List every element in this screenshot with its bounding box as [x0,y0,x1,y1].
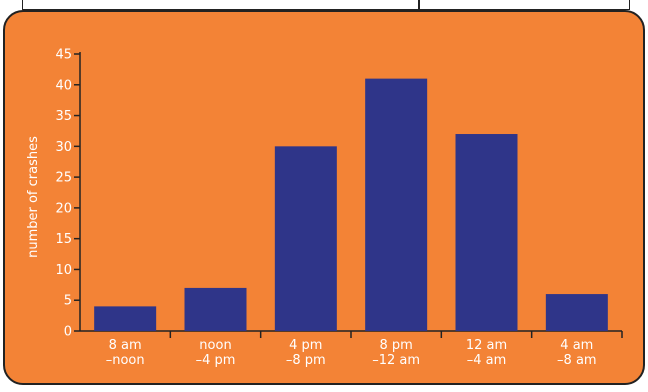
labels: 0 5 10 15 20 25 30 35 40 45 8 am–noon noon–4 pm 4 pm… [55,48,596,369]
axes [74,52,623,338]
x-category-label: 4 pm [289,338,322,353]
bar [545,294,608,331]
x-category-label: 8 pm [380,338,413,353]
top-caption-box [22,0,630,10]
x-category-label: –noon [106,353,145,368]
x-category-label: –12 am [372,353,420,368]
bar [274,146,337,331]
x-category-label: 8 am [109,338,142,353]
y-tick-label: 30 [55,140,72,155]
bar [94,306,157,331]
bar [365,78,428,331]
x-category-label: –8 pm [286,353,326,368]
x-category-label: –8 am [557,353,597,368]
bar [455,134,518,331]
y-tick-label: 15 [55,232,72,247]
x-category-label: noon [199,338,231,353]
y-tick-label: 35 [55,109,72,124]
y-tick-label: 25 [55,171,72,186]
y-tick-label: 40 [55,78,72,93]
y-tick-label: 45 [55,48,72,63]
bars [94,78,608,331]
x-category-label: 12 am [466,338,507,353]
caption-box-divider [418,0,420,9]
y-tick-label: 5 [64,294,72,309]
y-tick-label: 0 [64,325,72,340]
x-category-label: –4 pm [196,353,236,368]
bar [184,287,247,331]
y-tick-label: 10 [55,263,72,278]
x-category-label: –4 am [467,353,507,368]
y-axis-label: number of crashes [26,136,41,258]
x-category-label: 4 am [560,338,593,353]
y-tick-label: 20 [55,201,72,216]
